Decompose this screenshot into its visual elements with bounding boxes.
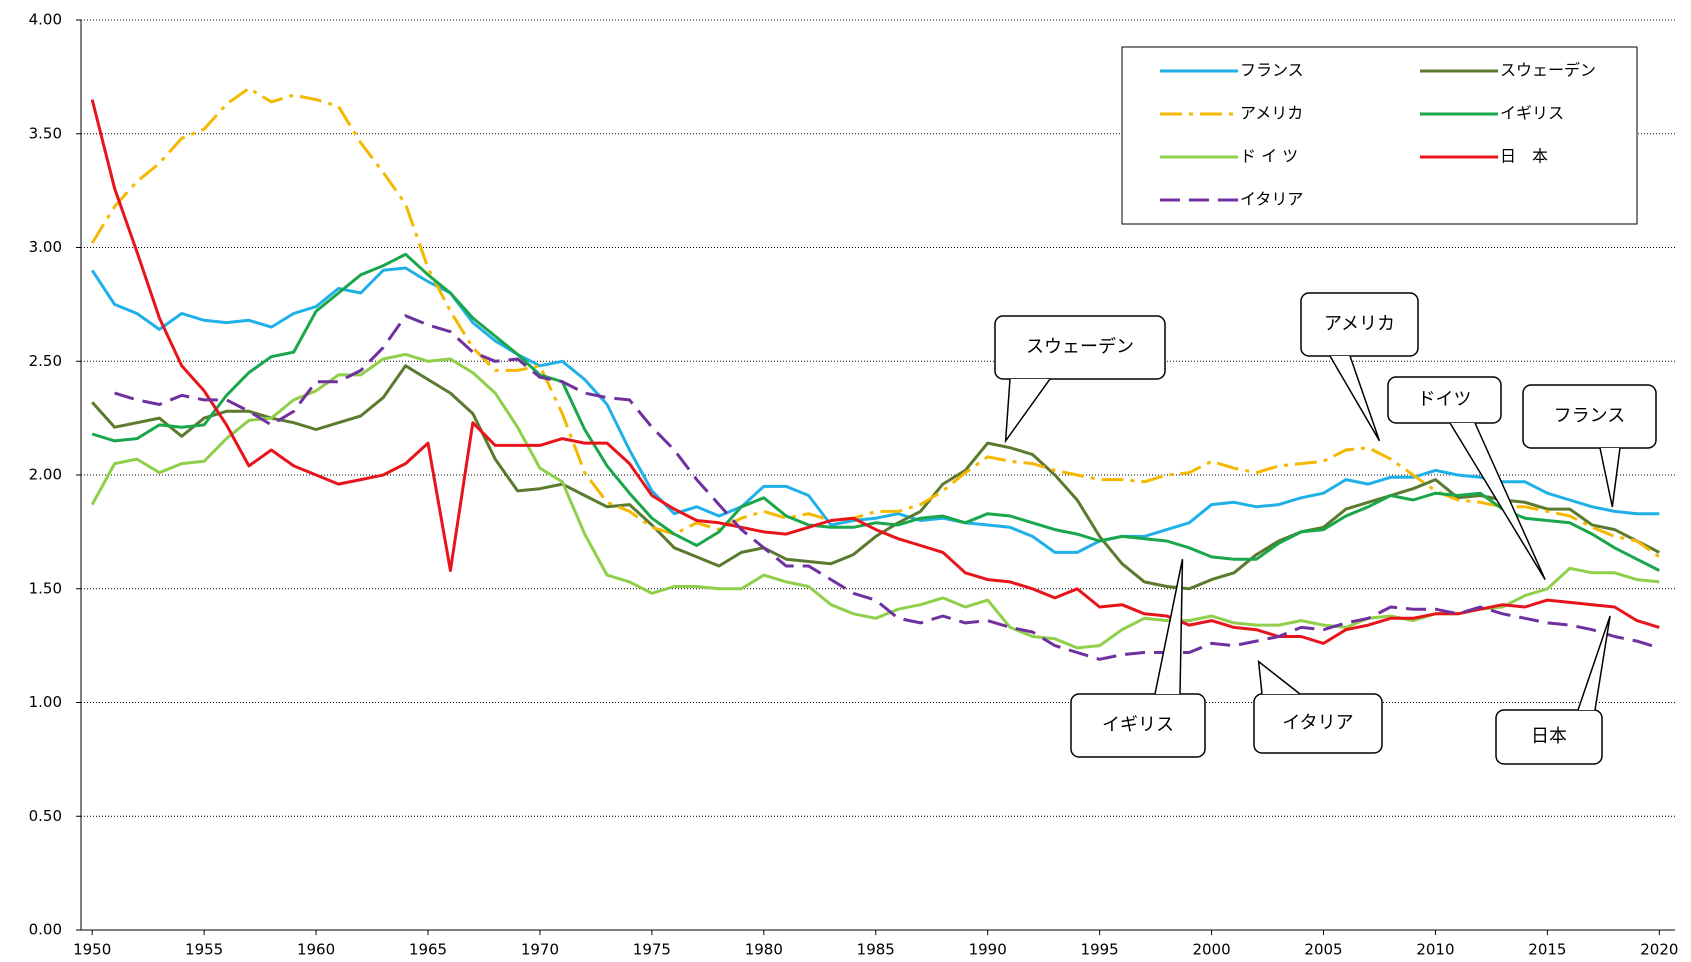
y-tick-label: 4.00 [29, 11, 62, 29]
callout-pointer-edge [1449, 422, 1546, 581]
series-line [90, 266, 1660, 554]
annotation: フランス [1554, 406, 1626, 427]
y-tick-label: 3.50 [29, 124, 62, 142]
callout-box [1522, 384, 1657, 449]
callout-box [1253, 693, 1383, 754]
callout-box [1495, 709, 1603, 765]
legend-box [1121, 46, 1638, 225]
y-tick-label: 2.00 [29, 466, 62, 484]
y-tick-label: 2.50 [29, 352, 62, 370]
callout-box [1387, 376, 1502, 424]
callout-pointer-edge [1329, 355, 1381, 442]
x-tick-label: 2015 [1528, 941, 1566, 959]
callout-box [994, 315, 1166, 380]
y-tick-label: 0.50 [29, 807, 62, 825]
y-tick-label: 1.50 [29, 579, 62, 597]
x-tick-label: 1995 [1081, 941, 1119, 959]
x-tick-label: 1975 [633, 941, 671, 959]
legend-label: ド イ ツ [1240, 147, 1298, 166]
y-tick-label: 3.00 [29, 238, 62, 256]
callout-box [1070, 693, 1206, 758]
annotation: 日本 [1531, 726, 1567, 747]
y-tick-label: 1.00 [29, 693, 62, 711]
x-tick-label: 1950 [73, 941, 111, 959]
legend-label: アメリカ [1240, 104, 1303, 123]
annotation: ドイツ [1418, 389, 1472, 410]
legend-label: 日 本 [1500, 147, 1548, 166]
y-tick-label: 0.00 [29, 921, 62, 939]
series-line [90, 99, 1660, 645]
series-line [91, 364, 1660, 591]
x-tick-label: 1985 [857, 941, 895, 959]
x-tick-label: 1965 [409, 941, 447, 959]
legend-label: スウェーデン [1500, 61, 1596, 80]
callout-pointer-edge [1004, 378, 1051, 444]
series-line [114, 314, 1660, 661]
callout-pointer-edge [1257, 659, 1301, 695]
x-tick-label: 1970 [521, 941, 559, 959]
callout-box [1300, 292, 1419, 357]
callout-pointer [1600, 448, 1620, 507]
callout-pointer-edge [1577, 615, 1611, 711]
legend-label: イタリア [1240, 190, 1303, 209]
legend-label: イギリス [1500, 104, 1564, 123]
series-line [90, 86, 1661, 559]
callout-pointer-edge [1154, 559, 1184, 695]
x-tick-label: 2005 [1304, 941, 1342, 959]
series-line [91, 252, 1660, 572]
annotation: スウェーデン [1026, 337, 1134, 358]
x-tick-label: 1955 [185, 941, 223, 959]
x-tick-label: 2020 [1640, 941, 1678, 959]
legend-label: フランス [1240, 61, 1304, 80]
callout-pointer-edge [1599, 447, 1621, 508]
x-tick-label: 1990 [969, 941, 1007, 959]
x-tick-label: 2000 [1192, 941, 1230, 959]
annotation: イギリス [1102, 715, 1174, 736]
x-tick-label: 2010 [1416, 941, 1454, 959]
annotation: イタリア [1282, 713, 1353, 734]
annotation: アメリカ [1324, 314, 1395, 335]
x-tick-label: 1980 [745, 941, 783, 959]
x-tick-label: 1960 [297, 941, 335, 959]
